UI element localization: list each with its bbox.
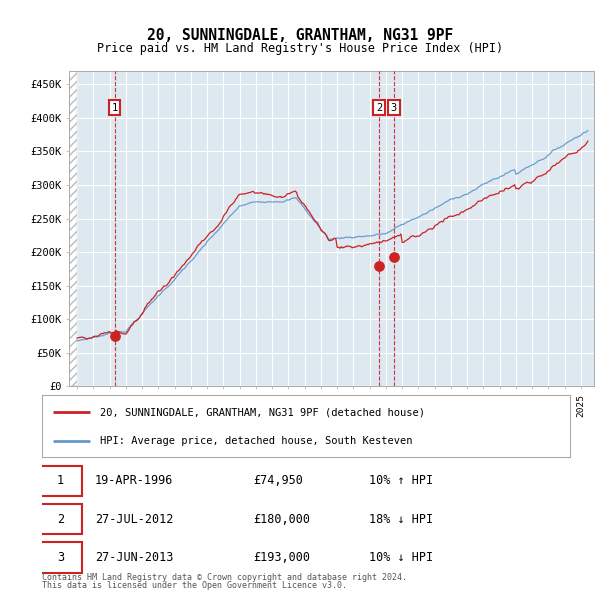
Point [110,332,119,341]
Text: 3: 3 [391,103,397,113]
Text: 10% ↓ HPI: 10% ↓ HPI [370,551,433,564]
Text: This data is licensed under the Open Government Licence v3.0.: This data is licensed under the Open Gov… [42,581,347,589]
FancyBboxPatch shape [40,466,82,496]
FancyBboxPatch shape [40,542,82,573]
Text: HPI: Average price, detached house, South Kesteven: HPI: Average price, detached house, Sout… [100,435,413,445]
Polygon shape [69,71,77,386]
Text: Contains HM Land Registry data © Crown copyright and database right 2024.: Contains HM Land Registry data © Crown c… [42,573,407,582]
Text: £180,000: £180,000 [253,513,310,526]
Text: 2: 2 [57,513,64,526]
Text: 27-JUN-2013: 27-JUN-2013 [95,551,173,564]
Text: 1: 1 [112,103,118,113]
Text: 19-APR-1996: 19-APR-1996 [95,474,173,487]
Text: 18% ↓ HPI: 18% ↓ HPI [370,513,433,526]
Point [389,252,399,261]
Text: 27-JUL-2012: 27-JUL-2012 [95,513,173,526]
Text: £74,950: £74,950 [253,474,303,487]
Text: Price paid vs. HM Land Registry's House Price Index (HPI): Price paid vs. HM Land Registry's House … [97,42,503,55]
Text: 10% ↑ HPI: 10% ↑ HPI [370,474,433,487]
Text: 20, SUNNINGDALE, GRANTHAM, NG31 9PF: 20, SUNNINGDALE, GRANTHAM, NG31 9PF [147,28,453,43]
Text: 3: 3 [57,551,64,564]
Point [374,261,384,270]
Text: 20, SUNNINGDALE, GRANTHAM, NG31 9PF (detached house): 20, SUNNINGDALE, GRANTHAM, NG31 9PF (det… [100,407,425,417]
FancyBboxPatch shape [40,504,82,535]
Text: 2: 2 [376,103,382,113]
Text: £193,000: £193,000 [253,551,310,564]
Text: 1: 1 [57,474,64,487]
